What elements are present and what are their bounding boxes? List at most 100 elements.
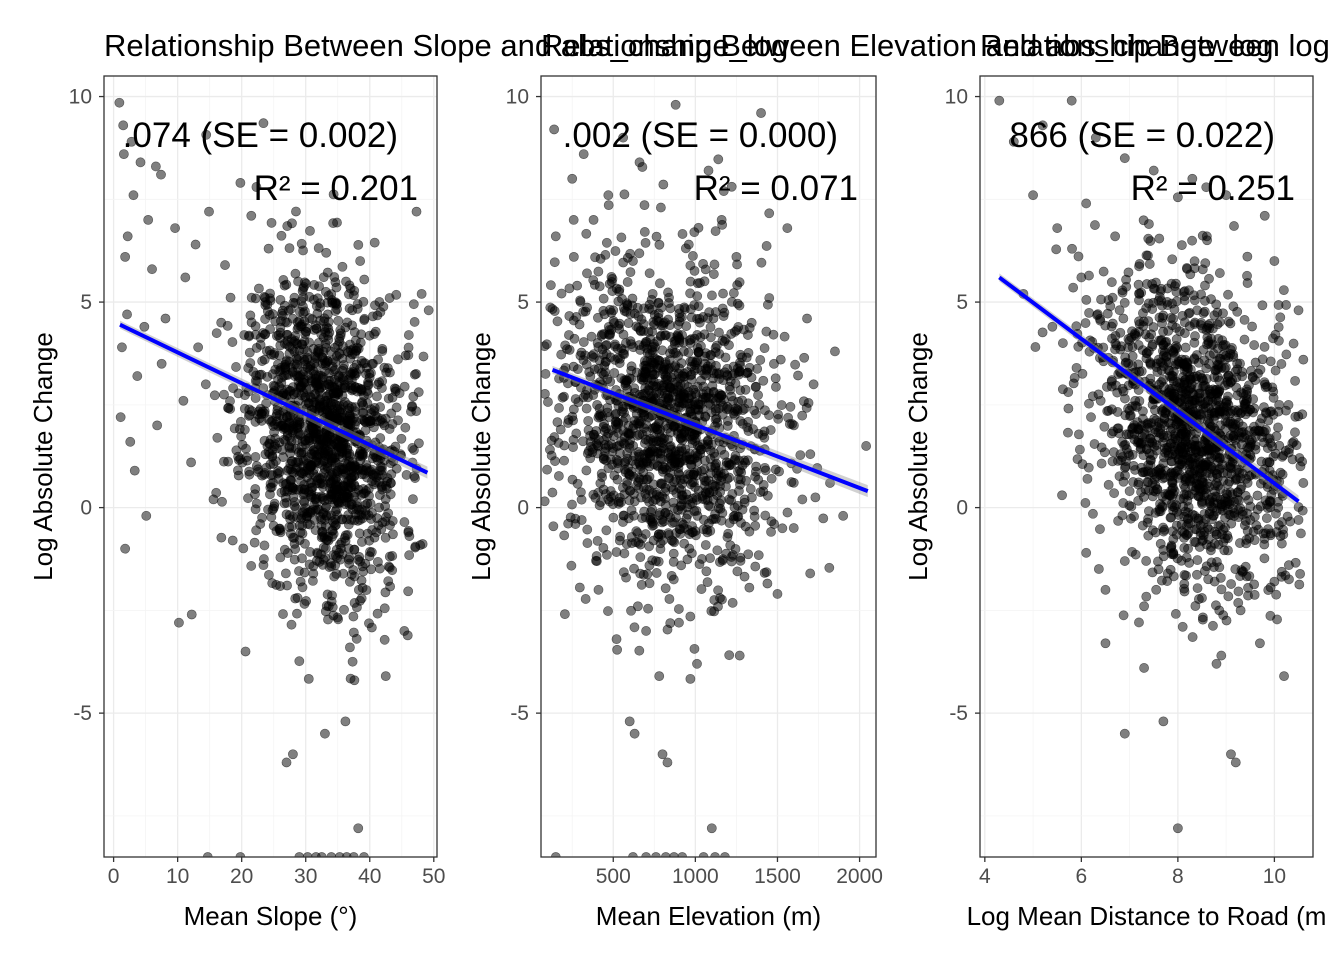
data-point xyxy=(360,509,371,520)
data-point xyxy=(349,675,360,686)
data-point xyxy=(717,554,728,565)
data-point xyxy=(629,451,639,462)
data-point xyxy=(1274,399,1285,410)
data-point xyxy=(655,544,666,554)
data-point xyxy=(1273,422,1283,433)
data-point xyxy=(756,108,766,118)
data-point xyxy=(616,232,627,243)
data-point xyxy=(278,609,288,619)
data-point xyxy=(567,499,577,510)
data-point xyxy=(1137,520,1148,531)
data-point xyxy=(541,496,550,507)
data-point xyxy=(348,611,359,622)
data-point xyxy=(363,389,373,399)
data-point xyxy=(1261,513,1272,524)
data-point xyxy=(1066,95,1077,106)
data-point xyxy=(1143,316,1154,327)
data-point xyxy=(294,520,305,531)
data-point xyxy=(552,316,563,327)
data-point xyxy=(320,728,330,739)
data-point xyxy=(1172,449,1183,460)
data-point xyxy=(290,544,301,554)
data-point xyxy=(258,118,269,129)
data-point xyxy=(299,277,310,288)
data-point xyxy=(239,330,250,340)
data-point xyxy=(702,313,713,324)
data-point xyxy=(572,364,583,375)
data-point xyxy=(650,494,661,505)
data-point xyxy=(150,161,161,172)
data-point xyxy=(1249,579,1260,590)
data-point xyxy=(762,578,773,589)
data-point xyxy=(635,552,646,563)
data-point xyxy=(625,336,636,347)
data-point xyxy=(204,206,214,217)
data-point xyxy=(663,392,674,403)
data-point xyxy=(410,542,421,553)
data-point xyxy=(660,507,671,518)
data-point xyxy=(808,379,819,390)
data-point xyxy=(1176,519,1187,530)
data-point xyxy=(1235,358,1245,369)
data-point xyxy=(388,529,398,540)
data-point xyxy=(413,387,424,398)
data-point xyxy=(1219,496,1230,507)
y-tick-label: 0 xyxy=(80,497,92,520)
data-point xyxy=(685,338,696,348)
data-point xyxy=(115,412,126,423)
data-point xyxy=(231,362,241,372)
data-point xyxy=(702,577,713,588)
data-point xyxy=(235,852,246,857)
data-point xyxy=(1197,497,1207,508)
data-point xyxy=(1268,333,1278,344)
data-point xyxy=(377,346,388,356)
y-tick-label: -5 xyxy=(73,702,92,725)
data-point xyxy=(644,461,655,472)
data-point xyxy=(340,536,351,546)
data-point xyxy=(710,226,721,236)
data-point xyxy=(556,288,567,299)
data-point xyxy=(1107,333,1117,344)
data-point xyxy=(1172,823,1183,834)
data-point xyxy=(354,552,365,562)
data-point xyxy=(135,157,146,168)
data-point xyxy=(1052,223,1063,233)
slope-annotation: .002 (SE = 0.000) xyxy=(563,116,838,155)
data-point xyxy=(295,306,305,317)
data-point xyxy=(1129,428,1140,439)
data-point xyxy=(281,757,292,768)
data-point xyxy=(559,530,570,541)
data-point xyxy=(373,470,384,481)
data-point xyxy=(385,478,396,488)
data-point xyxy=(1192,555,1203,565)
data-point xyxy=(586,331,597,342)
data-point xyxy=(309,515,320,525)
data-point xyxy=(1220,423,1231,434)
data-point xyxy=(1096,458,1107,469)
data-point xyxy=(556,349,567,360)
data-point xyxy=(677,312,687,323)
data-point xyxy=(692,291,703,302)
data-point xyxy=(622,277,633,287)
data-point xyxy=(1179,511,1190,522)
data-point xyxy=(1201,488,1212,498)
data-point xyxy=(731,251,742,262)
data-point xyxy=(360,425,371,436)
data-point xyxy=(246,292,257,303)
data-point xyxy=(1168,371,1178,381)
data-point xyxy=(1166,456,1177,467)
data-point xyxy=(685,673,696,684)
data-point xyxy=(664,594,675,604)
data-point xyxy=(568,434,579,445)
data-point xyxy=(1197,264,1208,275)
data-point xyxy=(122,231,133,242)
data-point xyxy=(1124,450,1135,461)
data-point xyxy=(246,210,257,221)
data-point xyxy=(1245,515,1256,525)
data-point xyxy=(861,441,872,451)
data-point xyxy=(802,313,812,324)
data-point xyxy=(323,614,333,625)
data-point xyxy=(369,237,380,248)
data-point xyxy=(601,525,612,536)
data-point xyxy=(685,611,696,622)
